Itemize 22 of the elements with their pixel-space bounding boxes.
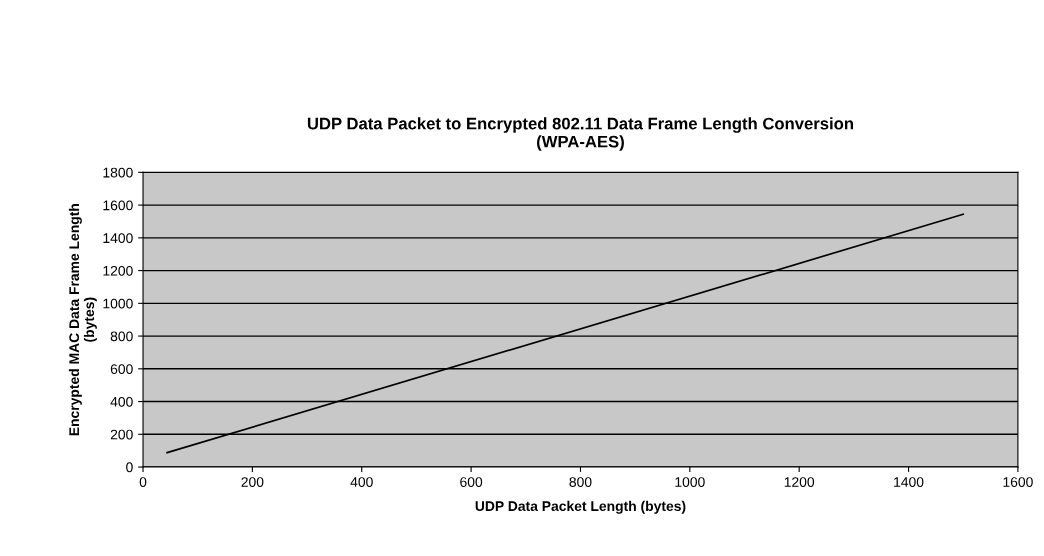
y-tick-label: 1600	[103, 200, 133, 211]
y-tick-label: 0	[126, 462, 133, 473]
x-tick-label: 1200	[784, 477, 815, 487]
y-tick-label: 200	[110, 429, 133, 440]
x-tick-label: 0	[139, 477, 147, 487]
y-tick-label: 1200	[103, 265, 133, 276]
y-axis-title: Encrypted MAC Data Frame Length (bytes)	[68, 204, 97, 436]
y-tick-label: 600	[110, 364, 133, 374]
y-tick-label: 800	[110, 331, 133, 342]
x-tick-label: 200	[241, 477, 264, 487]
y-tick-label: 1800	[103, 167, 133, 178]
x-tick-label: 1400	[894, 477, 924, 487]
x-axis-title: UDP Data Packet Length (bytes)	[475, 500, 686, 514]
x-tick-label: 1600	[1003, 477, 1033, 487]
x-tick-label: 600	[460, 477, 483, 487]
x-tick-label: 1000	[675, 477, 705, 487]
y-tick-label: 1000	[103, 298, 133, 309]
chart-title: UDP Data Packet to Encrypted 802.11 Data Frame Length Conversion (WPA-AES)	[307, 117, 853, 151]
x-tick-label: 800	[569, 477, 592, 487]
y-tick-label: 1400	[103, 233, 133, 244]
x-tick-label: 400	[350, 477, 373, 487]
y-tick-label: 400	[110, 396, 133, 407]
